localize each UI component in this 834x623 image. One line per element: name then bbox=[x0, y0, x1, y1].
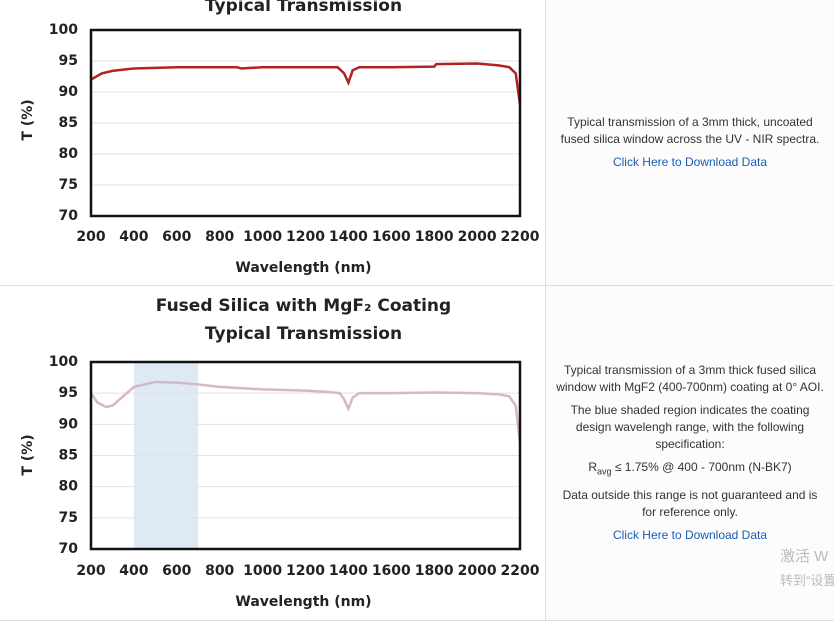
y-tick-label: 95 bbox=[59, 53, 78, 69]
description: Typical transmission of a 3mm thick fuse… bbox=[556, 363, 824, 395]
chart: Typical Transmission 70 75 80 85 90 95 100 200 40… bbox=[20, 0, 540, 276]
x-tick-label: 400 bbox=[119, 229, 148, 245]
data-line bbox=[89, 380, 522, 444]
note: Data outside this range is not guarantee… bbox=[562, 487, 818, 519]
x-tick-label: 1200 bbox=[286, 229, 325, 245]
y-tick-label: 85 bbox=[59, 115, 78, 131]
x-tick-label: 1400 bbox=[329, 563, 368, 579]
x-tick-label: 1400 bbox=[329, 229, 368, 245]
x-axis-label: Wavelength (nm) bbox=[235, 594, 371, 610]
y-tick-label: 100 bbox=[49, 22, 78, 38]
spec: Ravg ≤ 1.75% @ 400 - 700nm (N-BK7) bbox=[554, 459, 826, 480]
watermark: 激活 W bbox=[780, 548, 829, 565]
description-cell: Typical transmission of a 3mm thick fuse… bbox=[545, 286, 834, 620]
description-cell: Typical transmission of a 3mm thick, unc… bbox=[545, 0, 834, 285]
x-tick-label: 2000 bbox=[458, 229, 497, 245]
y-tick-label: 70 bbox=[59, 541, 79, 557]
description: The blue shaded region indicates the coa… bbox=[570, 403, 810, 452]
plot-frame bbox=[89, 28, 522, 218]
spec-text: avg bbox=[596, 466, 612, 477]
y-tick-label: 80 bbox=[59, 479, 79, 495]
x-tick-label: 2200 bbox=[501, 229, 540, 245]
x-tick-label: 1200 bbox=[286, 563, 325, 579]
x-tick-label: 1800 bbox=[415, 563, 454, 579]
y-axis-label: T (%) bbox=[20, 99, 36, 140]
x-tick-label: 200 bbox=[76, 229, 105, 245]
download-link[interactable]: Click Here to Download Data bbox=[612, 155, 768, 169]
x-tick-label: 600 bbox=[162, 563, 191, 579]
watermark: 转到“设置 bbox=[780, 573, 834, 588]
chart-title: Typical Transmission bbox=[205, 0, 402, 16]
x-tick-label: 1600 bbox=[372, 563, 411, 579]
x-tick-label: 200 bbox=[76, 563, 105, 579]
y-tick-label: 90 bbox=[59, 84, 79, 100]
x-tick-label: 1600 bbox=[372, 229, 411, 245]
y-axis-label: T (%) bbox=[20, 434, 36, 475]
x-tick-label: 1800 bbox=[415, 229, 454, 245]
description: Typical transmission of a 3mm thick, unc… bbox=[560, 115, 820, 146]
row-divider bbox=[0, 620, 834, 621]
plot-frame bbox=[89, 360, 522, 551]
y-tick-label: 100 bbox=[49, 354, 78, 370]
x-tick-label: 400 bbox=[119, 563, 148, 579]
y-tick-label: 85 bbox=[59, 448, 78, 464]
x-tick-label: 2000 bbox=[458, 563, 497, 579]
x-axis-label: Wavelength (nm) bbox=[235, 260, 371, 276]
row-divider bbox=[0, 285, 834, 286]
x-tick-label: 800 bbox=[205, 563, 234, 579]
y-tick-label: 95 bbox=[59, 385, 78, 401]
spec-text: R bbox=[588, 460, 597, 475]
x-tick-label: 600 bbox=[162, 229, 191, 245]
x-tick-label: 800 bbox=[205, 229, 234, 245]
y-tick-label: 90 bbox=[59, 416, 79, 432]
data-line bbox=[90, 62, 522, 105]
y-tick-label: 75 bbox=[59, 510, 78, 526]
x-tick-label: 1000 bbox=[243, 563, 282, 579]
y-tick-label: 70 bbox=[59, 208, 79, 224]
chart-title: Fused Silica with MgF₂ Coating bbox=[156, 296, 451, 316]
chart: Fused Silica with MgF₂ Coating Typical Tr… bbox=[20, 296, 540, 610]
spec-text: ≤ 1.75% @ 400 - 700nm (N-BK7) bbox=[611, 460, 792, 475]
download-link[interactable]: Click Here to Download Data bbox=[612, 527, 768, 542]
x-tick-label: 2200 bbox=[501, 563, 540, 579]
y-tick-label: 75 bbox=[59, 177, 78, 193]
chart-subtitle: Typical Transmission bbox=[205, 324, 402, 344]
y-tick-label: 80 bbox=[59, 146, 79, 162]
x-tick-label: 1000 bbox=[243, 229, 282, 245]
